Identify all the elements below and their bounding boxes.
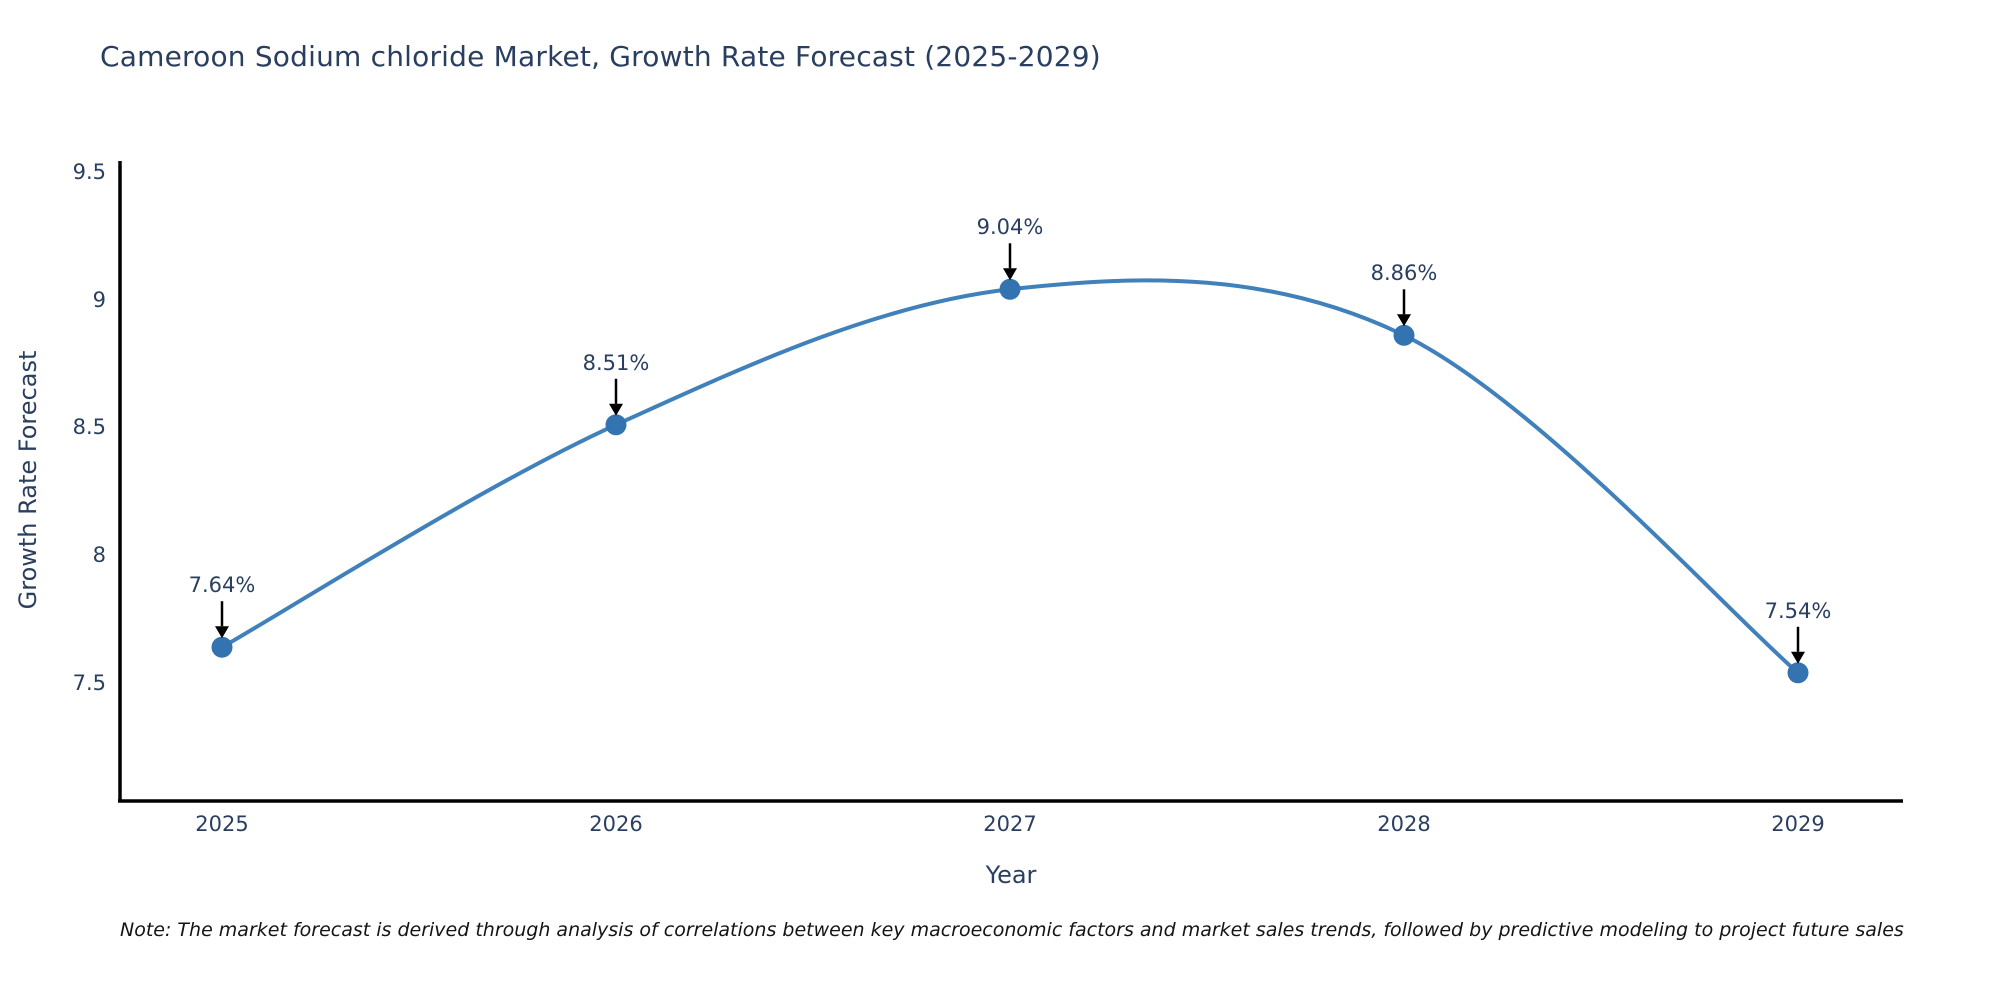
annotation-arrow-head (215, 626, 229, 639)
x-tick-label: 2028 (1377, 812, 1431, 836)
data-point-marker (1787, 662, 1809, 684)
annotation-arrow-head (1003, 268, 1017, 281)
annotation-arrow-head (1397, 314, 1411, 327)
x-tick-label: 2025 (195, 812, 249, 836)
x-tick-label: 2026 (589, 812, 643, 836)
x-axis-title: Year (985, 861, 1037, 889)
y-tick-label: 8 (92, 543, 106, 568)
data-point-marker (605, 414, 627, 436)
y-tick-label: 7.5 (72, 671, 106, 695)
data-point-value-label: 7.64% (188, 573, 256, 598)
y-tick-label: 8.5 (72, 415, 106, 440)
y-tick-label: 9.5 (72, 159, 106, 184)
data-point-marker (999, 278, 1021, 300)
chart-title: Cameroon Sodium chloride Market, Growth … (100, 40, 1101, 73)
forecast-line (220, 278, 1800, 675)
footnote: Note: The market forecast is derived thr… (120, 919, 1904, 941)
annotation-arrow-head (1791, 651, 1805, 664)
data-point-marker (211, 636, 233, 658)
y-tick-label: 9 (92, 287, 106, 312)
annotation-arrow-head (609, 403, 623, 416)
data-point-value-label: 7.54% (1764, 598, 1832, 623)
x-tick-label: 2029 (1771, 812, 1825, 836)
data-point-value-label: 9.04% (976, 215, 1044, 240)
data-point-marker (1393, 324, 1415, 346)
data-point-value-label: 8.51% (582, 350, 650, 375)
data-point-value-label: 8.86% (1370, 261, 1438, 286)
x-tick-label: 2027 (983, 812, 1037, 836)
